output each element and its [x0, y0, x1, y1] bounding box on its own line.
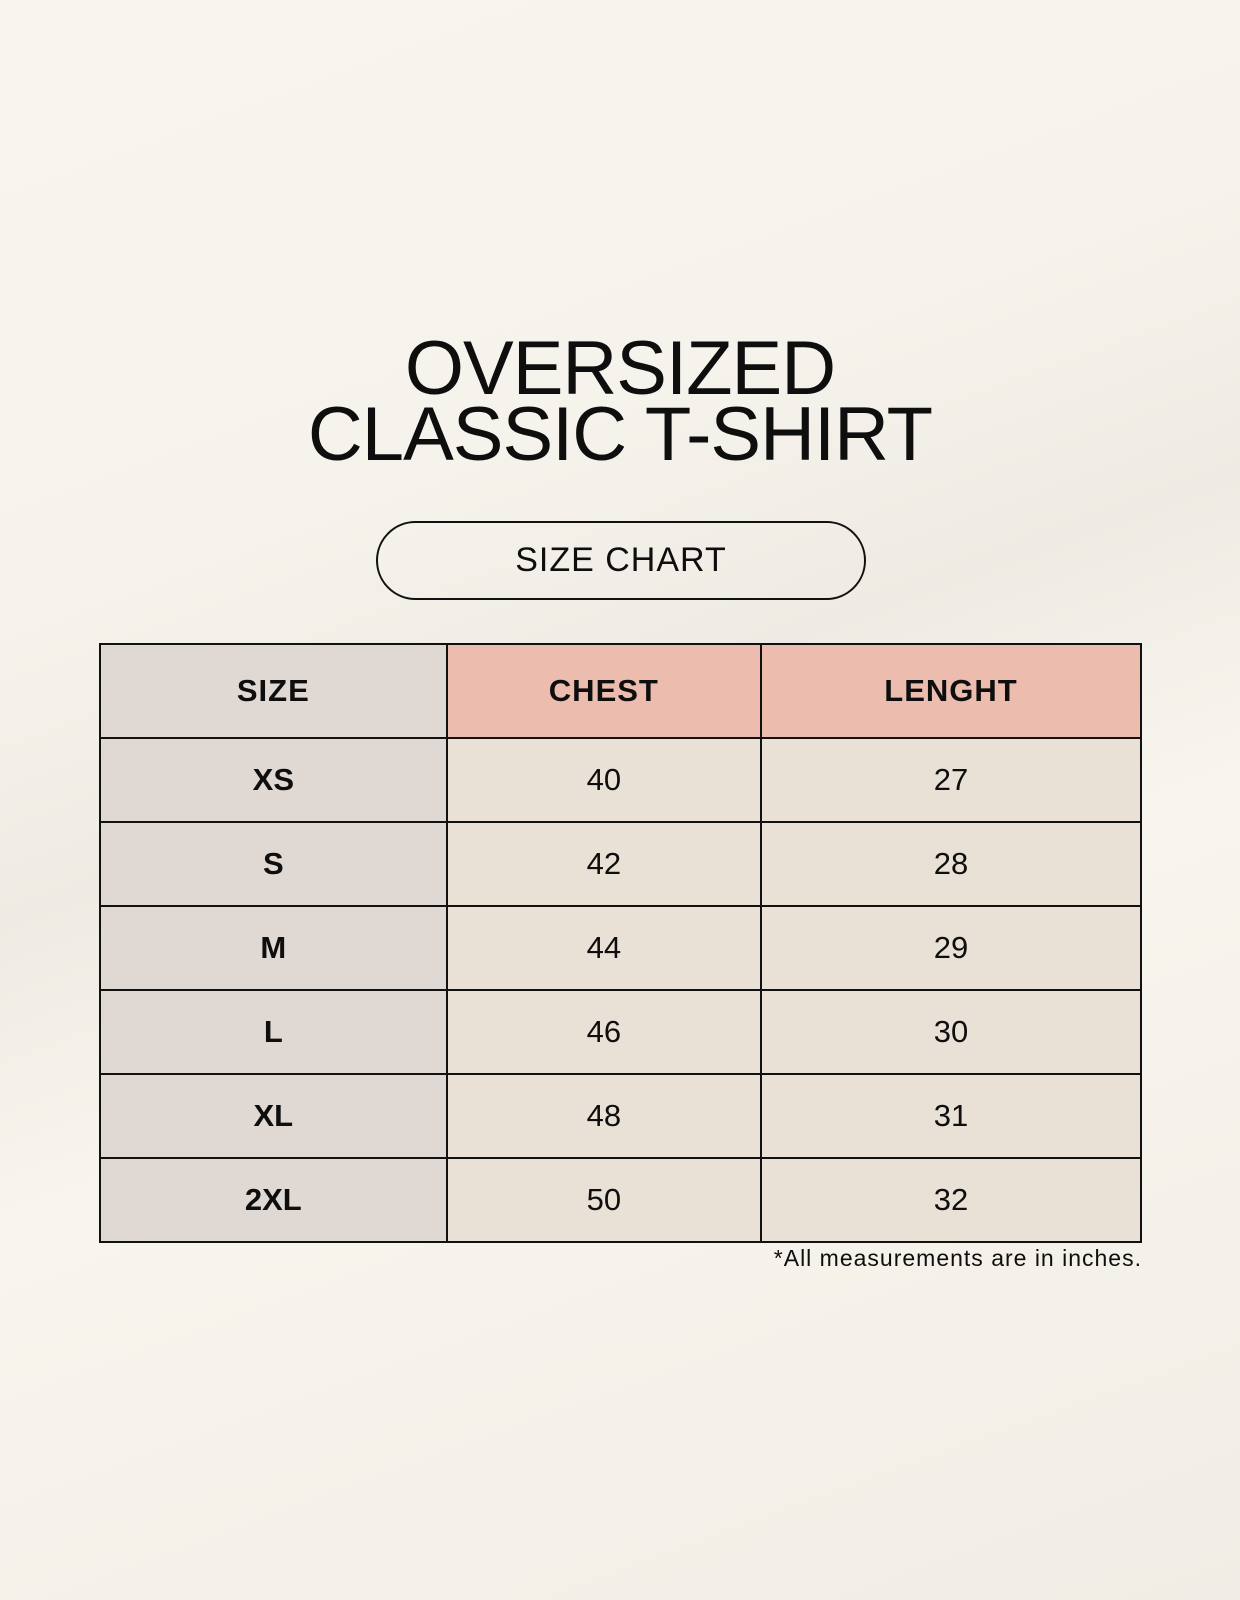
cell-chest: 46 — [445, 989, 763, 1075]
cell-size: XL — [99, 1073, 448, 1159]
cell-chest: 42 — [445, 821, 763, 907]
table-row: M 44 29 — [99, 905, 1142, 991]
cell-size: S — [99, 821, 448, 907]
cell-chest: 40 — [445, 737, 763, 823]
title-line-2: CLASSIC T-SHIRT — [307, 392, 933, 477]
cell-length: 28 — [760, 821, 1142, 907]
table-row: 2XL 50 32 — [99, 1157, 1142, 1243]
cell-chest: 50 — [445, 1157, 763, 1243]
cell-size: L — [99, 989, 448, 1075]
cell-length: 31 — [760, 1073, 1142, 1159]
header-length: LENGHT — [760, 643, 1142, 739]
cell-chest: 48 — [445, 1073, 763, 1159]
table-row: S 42 28 — [99, 821, 1142, 907]
table-row: L 46 30 — [99, 989, 1142, 1075]
cell-length: 27 — [760, 737, 1142, 823]
page-title: OVERSIZED CLASSIC T-SHIRT — [0, 326, 1240, 477]
size-table: SIZE CHEST LENGHT XS 40 27 S 42 28 M 44 29 L 46 30 X… — [99, 643, 1142, 1243]
cell-length: 30 — [760, 989, 1142, 1075]
footnote: *All measurements are in inches. — [773, 1245, 1142, 1271]
title-line-1: OVERSIZED — [404, 326, 836, 411]
cell-length: 29 — [760, 905, 1142, 991]
cell-size: 2XL — [99, 1157, 448, 1243]
cell-length: 32 — [760, 1157, 1142, 1243]
table-row: XS 40 27 — [99, 737, 1142, 823]
header-size: SIZE — [99, 643, 448, 739]
header-chest: CHEST — [445, 643, 763, 739]
cell-chest: 44 — [445, 905, 763, 991]
table-row: XL 48 31 — [99, 1073, 1142, 1159]
table-header-row: SIZE CHEST LENGHT — [99, 643, 1142, 739]
cell-size: M — [99, 905, 448, 991]
size-chart-badge: SIZE CHART — [376, 521, 866, 600]
cell-size: XS — [99, 737, 448, 823]
